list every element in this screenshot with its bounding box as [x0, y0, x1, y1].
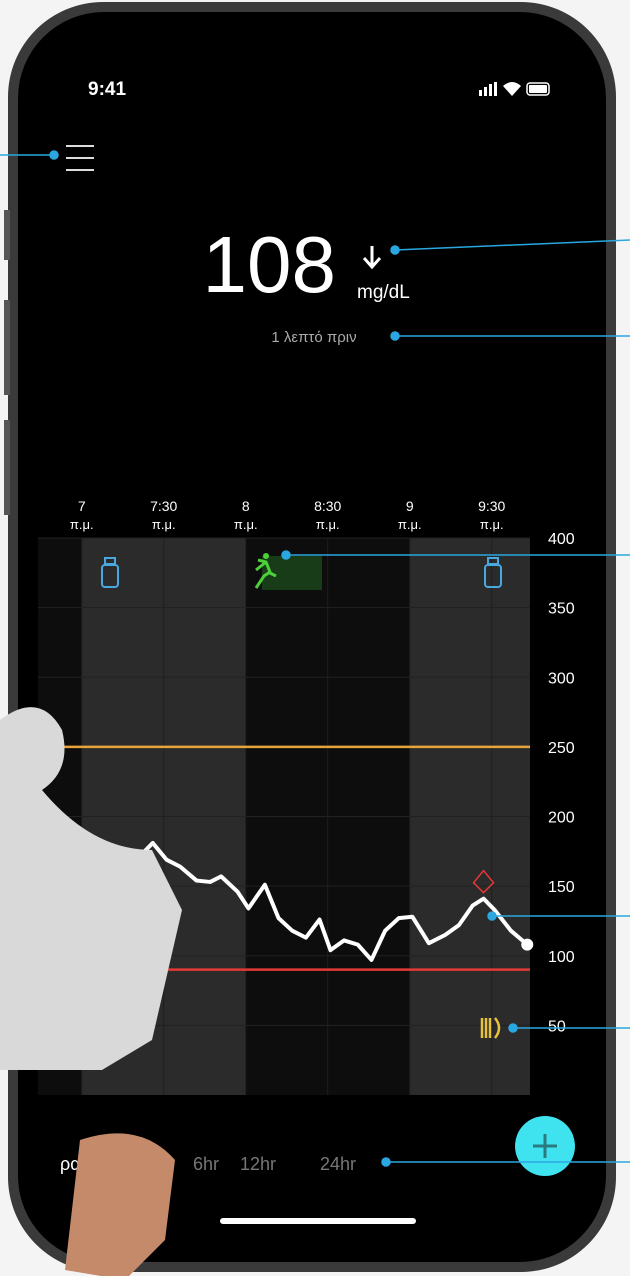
- x-tick-period: π.μ.: [234, 517, 258, 532]
- glucose-value: 108: [203, 220, 336, 309]
- y-tick-label: 300: [548, 670, 575, 687]
- y-tick-label: 200: [548, 810, 575, 827]
- y-tick-label: 50: [548, 1018, 566, 1035]
- x-tick-period: π.μ.: [480, 517, 504, 532]
- x-tick-label: 9:30: [478, 498, 505, 514]
- home-indicator: [220, 1218, 416, 1224]
- side-button: [4, 420, 10, 515]
- range-tab[interactable]: 24hr: [320, 1154, 356, 1174]
- y-tick-label: 350: [548, 601, 575, 618]
- y-tick-label: 400: [548, 531, 575, 548]
- x-tick-period: π.μ.: [70, 517, 94, 532]
- x-tick-label: 7: [78, 498, 86, 514]
- x-tick-period: π.μ.: [152, 517, 176, 532]
- x-tick-label: 9: [406, 498, 414, 514]
- x-tick-label: 7:30: [150, 498, 177, 514]
- y-tick-label: 150: [548, 879, 575, 896]
- side-button: [4, 300, 10, 395]
- y-tick-label: 100: [548, 949, 575, 966]
- side-button: [4, 210, 10, 260]
- reading-age: 1 λεπτό πριν: [271, 329, 356, 346]
- y-tick-label: 250: [548, 740, 575, 757]
- x-tick-label: 8: [242, 498, 250, 514]
- glucose-unit: mg/dL: [357, 282, 410, 303]
- status-time: 9:41: [88, 79, 126, 100]
- range-tab[interactable]: 6hr: [193, 1154, 219, 1174]
- screen: 9:41 108 mg/dL 1 λεπτό πριν 50 100 150 200 2…: [0, 0, 630, 1276]
- current-point: [521, 939, 533, 951]
- x-tick-label: 8:30: [314, 498, 341, 514]
- x-tick-period: π.μ.: [316, 517, 340, 532]
- range-tab[interactable]: 12hr: [240, 1154, 276, 1174]
- x-tick-period: π.μ.: [398, 517, 422, 532]
